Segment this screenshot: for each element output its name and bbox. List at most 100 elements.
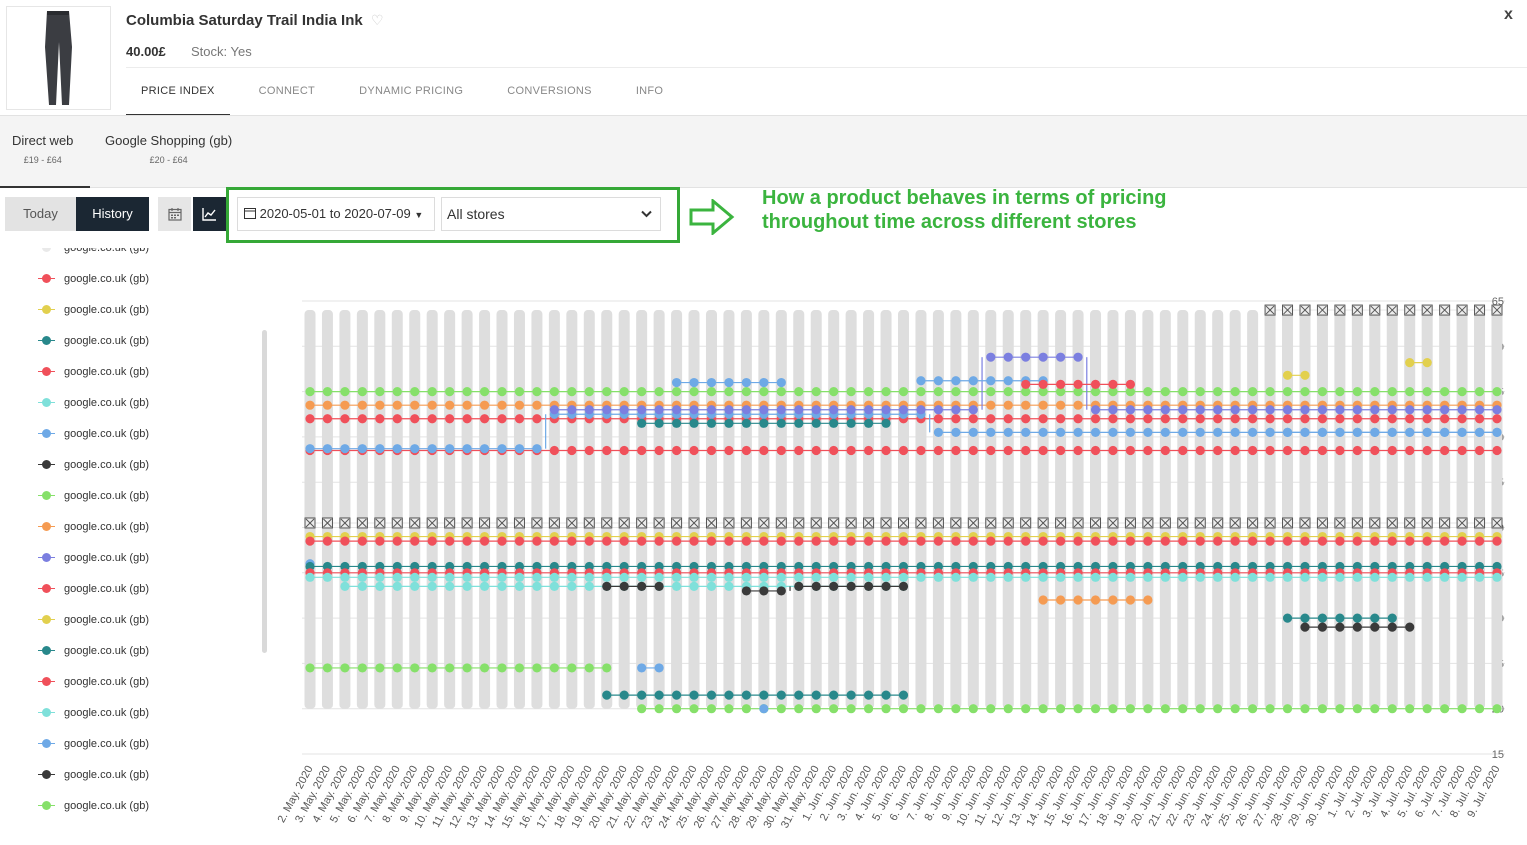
- series-point: [1300, 370, 1310, 380]
- series-point: [689, 561, 699, 572]
- series-point: [968, 427, 978, 437]
- series-marker-cross: [497, 518, 507, 528]
- series-point: [1178, 536, 1188, 546]
- series-point: [1178, 427, 1188, 437]
- series-point: [1457, 445, 1467, 456]
- legend-label: google.co.uk (gb): [64, 303, 149, 316]
- series-point: [1492, 405, 1502, 415]
- favorite-heart-icon[interactable]: ♡: [371, 12, 384, 28]
- range-bar: [1351, 310, 1363, 709]
- legend-item[interactable]: google.co.uk (gb): [36, 666, 149, 697]
- series-point: [1282, 427, 1293, 437]
- series-point: [462, 561, 472, 572]
- series-point: [1370, 536, 1380, 546]
- range-bar: [304, 310, 316, 709]
- calendar-icon: [167, 207, 182, 221]
- series-point: [410, 536, 420, 546]
- legend-item[interactable]: google.co.uk (gb): [36, 387, 149, 418]
- series-point: [340, 400, 350, 410]
- channel-direct-web[interactable]: Direct web £19 - £64: [12, 133, 73, 165]
- series-point: [1335, 622, 1345, 632]
- close-icon[interactable]: x: [1504, 6, 1513, 23]
- chart-view-button[interactable]: [193, 197, 226, 231]
- series-point: [1056, 379, 1066, 389]
- tab-connect[interactable]: CONNECT: [258, 85, 316, 97]
- series-point: [986, 445, 996, 456]
- series-point: [986, 704, 996, 714]
- tab-conversions[interactable]: CONVERSIONS: [507, 85, 592, 97]
- series-marker-cross: [392, 518, 402, 528]
- today-button[interactable]: Today: [5, 197, 76, 231]
- store-filter-select[interactable]: All stores: [441, 197, 661, 231]
- series-point: [1352, 427, 1362, 437]
- series-point: [322, 387, 333, 397]
- legend-item[interactable]: google.co.uk (gb): [36, 294, 149, 325]
- series-point: [951, 536, 961, 546]
- series-marker-cross: [846, 518, 856, 528]
- series-point: [811, 690, 821, 700]
- series-marker-cross: [602, 518, 612, 528]
- legend-scrollbar[interactable]: [262, 330, 267, 653]
- series-point: [619, 690, 629, 700]
- legend-item[interactable]: google.co.uk (gb): [36, 759, 149, 790]
- series-marker-cross: [1021, 518, 1031, 528]
- series-marker-cross: [1283, 518, 1292, 528]
- series-point: [933, 414, 944, 424]
- legend-item[interactable]: google.co.uk (gb): [36, 790, 149, 821]
- legend-item[interactable]: google.co.uk (gb): [36, 418, 149, 449]
- series-point: [1021, 387, 1031, 397]
- series-point: [1317, 405, 1328, 415]
- series-point: [671, 405, 682, 415]
- series-point: [1178, 572, 1188, 582]
- series-point: [951, 405, 961, 415]
- legend-item[interactable]: google.co.uk (gb): [36, 573, 149, 604]
- legend-item[interactable]: google.co.uk (gb): [36, 635, 149, 666]
- tab-info[interactable]: INFO: [635, 85, 664, 97]
- tab-dynamic-pricing[interactable]: DYNAMIC PRICING: [359, 85, 464, 97]
- series-point: [532, 400, 542, 410]
- series-point: [829, 704, 839, 714]
- series-point: [1282, 445, 1293, 456]
- legend-item[interactable]: google.co.uk (gb): [36, 697, 149, 728]
- legend-label: google.co.uk (gb): [64, 675, 149, 688]
- history-button[interactable]: History: [76, 197, 149, 231]
- series-point: [1195, 704, 1205, 714]
- legend-item[interactable]: google.co.uk (gb): [36, 248, 149, 263]
- legend-item[interactable]: google.co.uk (gb): [36, 604, 149, 635]
- legend-item[interactable]: google.co.uk (gb): [36, 263, 149, 294]
- legend-item[interactable]: google.co.uk (gb): [36, 449, 149, 480]
- series-point: [1230, 561, 1240, 572]
- legend-item[interactable]: google.co.uk (gb): [36, 325, 149, 356]
- series-point: [1230, 445, 1240, 456]
- date-range-picker[interactable]: 2020-05-01 to 2020-07-09 ▼: [237, 197, 435, 231]
- series-point: [1073, 445, 1083, 456]
- range-bar: [444, 310, 456, 709]
- series-point: [305, 414, 315, 424]
- series-point: [357, 400, 367, 410]
- y-tick-label: 15: [1492, 749, 1504, 761]
- series-point: [724, 536, 734, 546]
- channel-google-shopping[interactable]: Google Shopping (gb) £20 - £64: [105, 133, 232, 165]
- legend-item[interactable]: google.co.uk (gb): [36, 511, 149, 542]
- legend-item[interactable]: google.co.uk (gb): [36, 542, 149, 573]
- series-point: [1335, 536, 1345, 546]
- series-point: [462, 536, 472, 546]
- series-point: [322, 400, 333, 410]
- range-bar: [1439, 310, 1451, 709]
- legend-item[interactable]: google.co.uk (gb): [36, 728, 149, 759]
- series-point: [1440, 387, 1450, 397]
- series-marker-cross: [1230, 518, 1240, 528]
- series-point: [514, 572, 525, 582]
- calendar-view-button[interactable]: [158, 197, 191, 231]
- range-bar: [374, 310, 386, 709]
- legend-item[interactable]: google.co.uk (gb): [36, 480, 149, 511]
- series-point: [1143, 536, 1153, 546]
- series-marker-cross: [1195, 518, 1205, 528]
- series-point: [567, 405, 577, 415]
- series-point: [1195, 387, 1205, 397]
- series-marker-cross: [427, 518, 437, 528]
- range-bar: [985, 310, 997, 709]
- legend-dot: [42, 248, 51, 252]
- legend-item[interactable]: google.co.uk (gb): [36, 356, 149, 387]
- series-point: [829, 572, 839, 582]
